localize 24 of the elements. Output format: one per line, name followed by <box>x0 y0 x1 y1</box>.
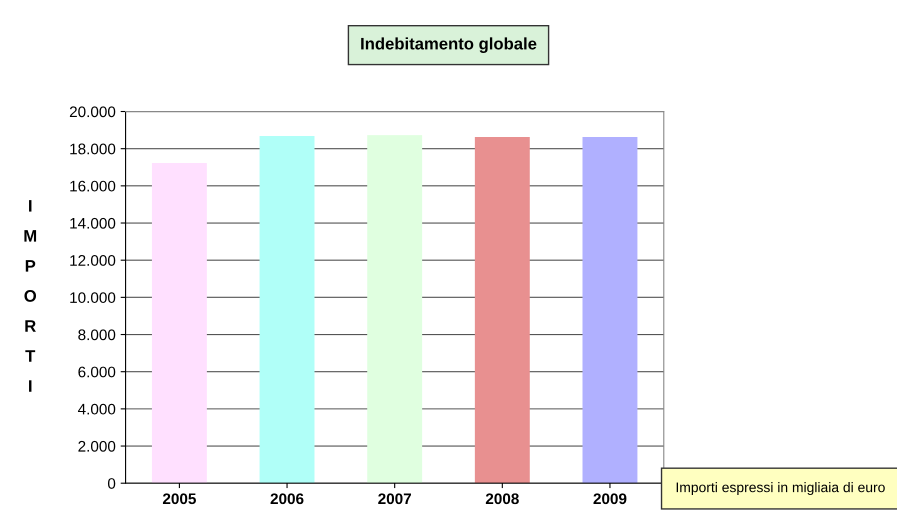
bar <box>582 136 638 484</box>
y-tick-label: 12.000 <box>70 255 116 266</box>
y-axis-title: IMPORTI <box>24 200 36 392</box>
y-tick-label: 16.000 <box>70 180 116 192</box>
bar <box>260 136 315 484</box>
y-tick-label: 18.000 <box>70 144 116 154</box>
y-tick-label: 0 <box>108 478 116 489</box>
x-tick-label: 2008 <box>486 493 519 504</box>
x-tick-label: 2007 <box>378 493 412 504</box>
x-tick-label: 2005 <box>162 493 196 504</box>
y-tick-label: 10.000 <box>70 292 116 304</box>
y-tick-label: 8.000 <box>78 329 116 340</box>
text: Importi espressi in migliaia di euro <box>676 482 885 495</box>
chart-title: Indebitamento globale <box>361 37 536 53</box>
bar <box>367 135 422 484</box>
x-tick-label: 2009 <box>594 493 626 504</box>
y-tick-label: 2.000 <box>78 440 116 452</box>
y-tick-label: 4.000 <box>78 404 116 415</box>
x-tick-label: 2006 <box>270 493 304 504</box>
bar <box>152 162 207 484</box>
y-tick-label: 14.000 <box>70 218 116 229</box>
bar <box>474 136 530 484</box>
y-tick-label: 6.000 <box>78 366 116 378</box>
y-tick-label: 20.000 <box>70 106 116 118</box>
